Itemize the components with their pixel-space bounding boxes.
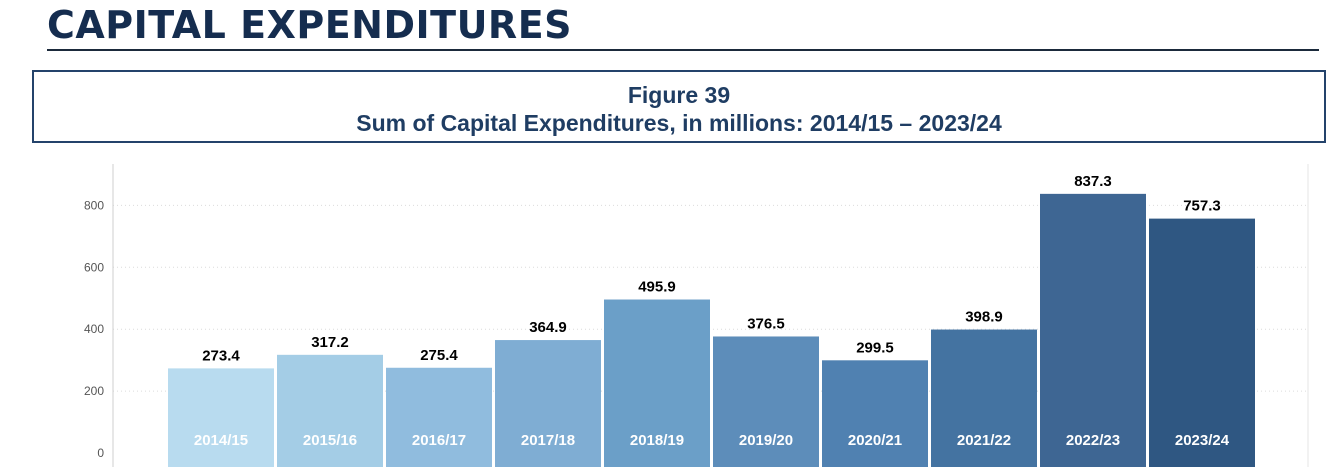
x-category-label: 2022/23 — [1066, 432, 1120, 449]
bar-value-label: 364.9 — [529, 319, 567, 336]
title-divider — [47, 49, 1319, 51]
bar — [713, 336, 819, 467]
bar-value-label: 273.4 — [202, 347, 240, 364]
bar-value-label: 398.9 — [965, 309, 1003, 326]
bar-value-label: 317.2 — [311, 334, 349, 351]
bar-value-label: 376.5 — [747, 315, 785, 332]
x-category-label: 2018/19 — [630, 432, 684, 449]
bar — [822, 360, 928, 467]
bar-value-label: 299.5 — [856, 339, 894, 356]
bar — [1040, 193, 1146, 467]
x-category-label: 2016/17 — [412, 432, 466, 449]
x-category-label: 2014/15 — [194, 432, 248, 449]
x-category-label: 2021/22 — [957, 432, 1011, 449]
page-title: CAPITAL EXPENDITURES — [47, 3, 573, 47]
figure-caption: Sum of Capital Expenditures, in millions… — [356, 110, 1002, 136]
bar — [495, 340, 601, 467]
x-category-label: 2020/21 — [848, 432, 902, 449]
bar-value-label: 495.9 — [638, 279, 676, 296]
bar-value-label: 275.4 — [420, 347, 458, 364]
bar — [1149, 218, 1255, 467]
y-tick-label: 400 — [84, 322, 104, 336]
x-category-label: 2017/18 — [521, 432, 575, 449]
y-tick-label: 200 — [84, 384, 104, 398]
figure-number: Figure 39 — [627, 82, 731, 108]
y-tick-label: 800 — [84, 198, 104, 212]
x-category-label: 2023/24 — [1175, 432, 1230, 449]
bar-value-label: 757.3 — [1183, 198, 1221, 215]
bar — [931, 329, 1037, 467]
y-tick-label: 0 — [97, 446, 104, 460]
x-category-label: 2019/20 — [739, 432, 793, 449]
bar — [386, 367, 492, 467]
bar — [604, 299, 710, 467]
bar — [277, 354, 383, 467]
figure-caption-box: Figure 39 Sum of Capital Expenditures, i… — [32, 70, 1326, 143]
x-category-label: 2015/16 — [303, 432, 357, 449]
capex-bar-chart: 0 200 400 600 800 273.4 2014/15 317.2 2015/16 275… — [84, 164, 1309, 467]
bar-value-label: 837.3 — [1074, 173, 1112, 190]
bar — [168, 368, 274, 467]
y-tick-label: 600 — [84, 260, 104, 274]
